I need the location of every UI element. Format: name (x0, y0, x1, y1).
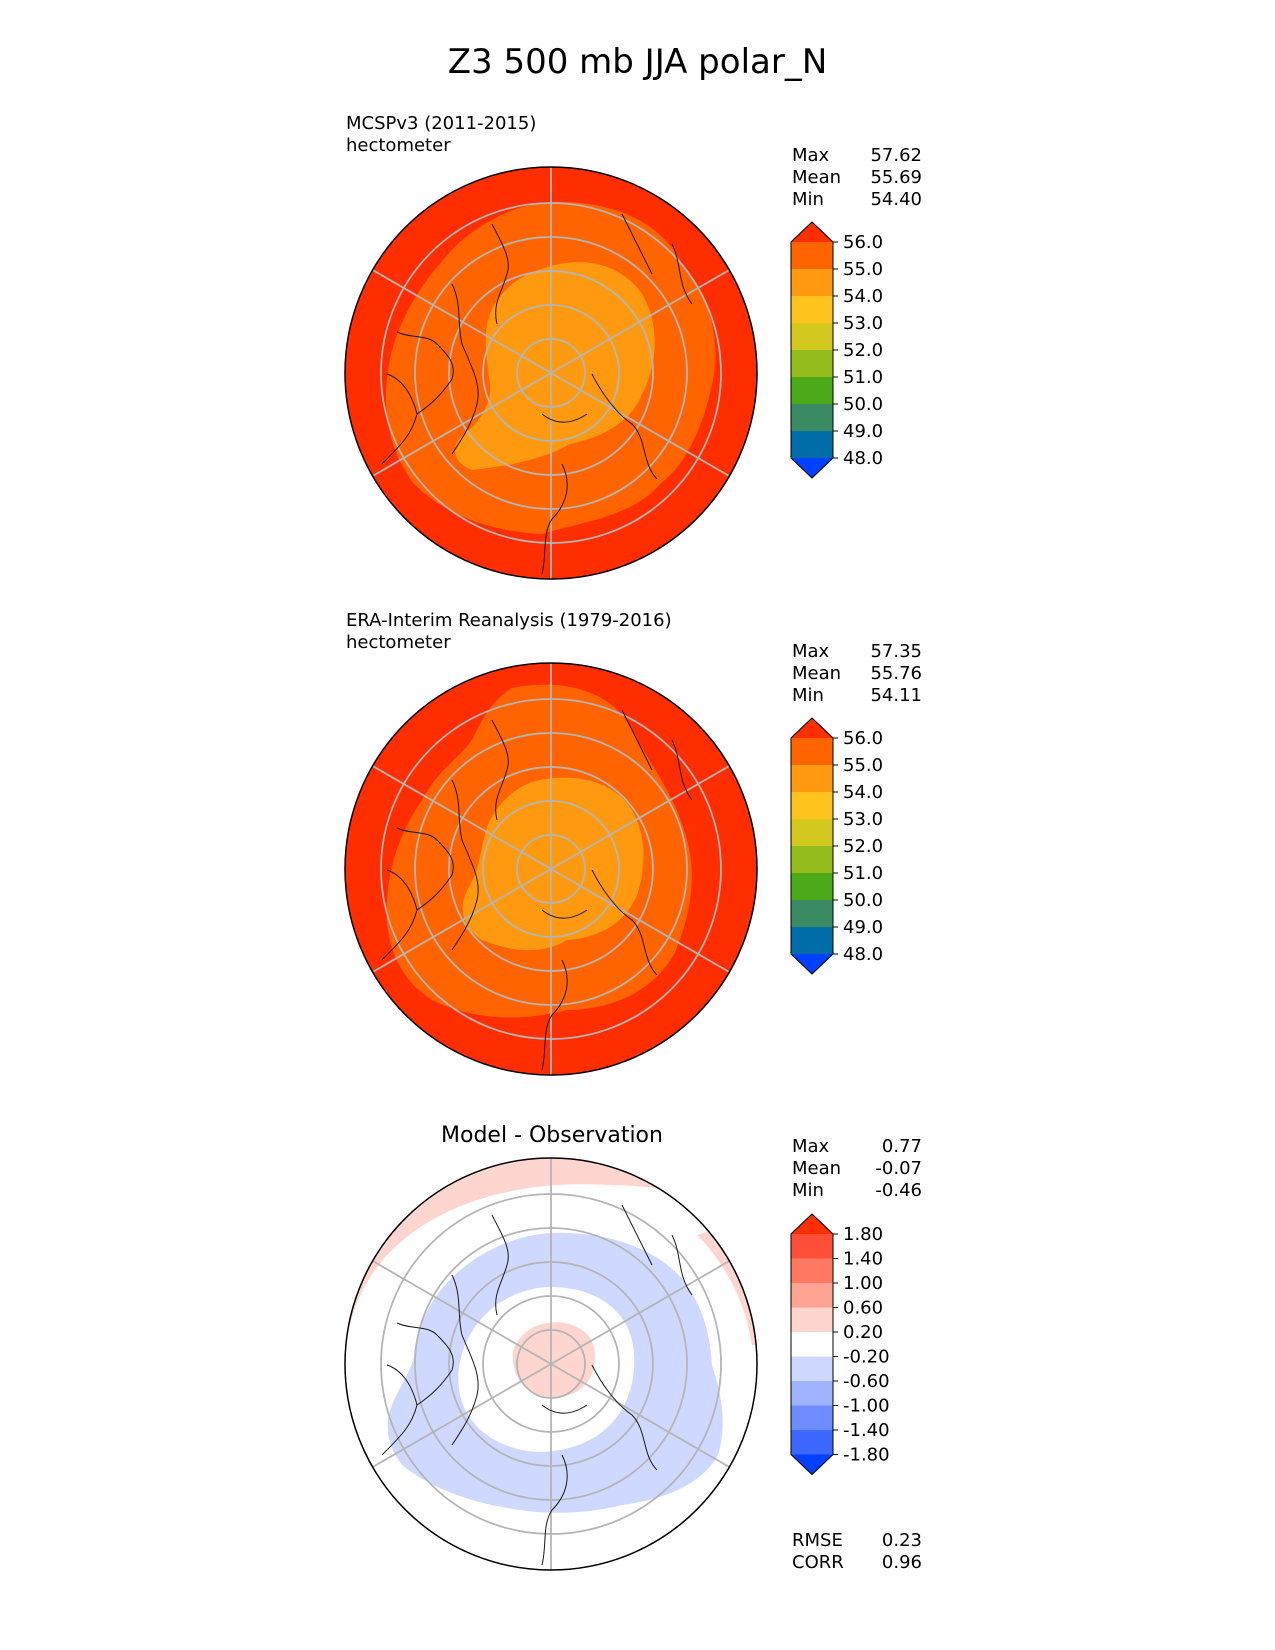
colorbar-swatch (791, 873, 833, 901)
panel-2-stats: Max 57.35 Mean 55.76 Min 54.11 (792, 641, 922, 706)
panel-3-stats: Max 0.77 Mean -0.07 Min -0.46 (792, 1136, 922, 1201)
colorbar-tick-label: 51.0 (843, 863, 883, 884)
panel-1-map (344, 166, 758, 580)
colorbar-swatch (791, 819, 833, 847)
colorbar-swatch (791, 1332, 833, 1357)
colorbar-extend-low (791, 1454, 833, 1475)
colorbar-tick-label: 55.0 (843, 259, 883, 280)
colorbar-tick-label: 1.40 (843, 1249, 883, 1270)
colorbar-swatch (791, 1307, 833, 1333)
colorbar-tick-label: -0.60 (843, 1371, 890, 1392)
map-boundary (344, 1157, 758, 1571)
colorbar-tick-label: 51.0 (843, 367, 883, 388)
coastlines (381, 213, 693, 575)
colorbar-swatch (791, 296, 833, 324)
coastlines (381, 1204, 693, 1566)
panel-2-colorbar: 56.0 55.0 54.0 53.0 52.0 51.0 50.0 49.0 48.0 (790, 717, 883, 975)
colorbar-swatch (791, 738, 833, 766)
colorbar-tick-label: 50.0 (843, 394, 883, 415)
colorbar-tick-label: -1.00 (843, 1396, 890, 1417)
colorbar-swatch (791, 1356, 833, 1382)
panel-3-map (344, 1157, 758, 1571)
panel-1-units: hectometer (346, 135, 451, 156)
colorbar-extend-high (791, 222, 833, 242)
coastlines (381, 709, 693, 1071)
colorbar-swatch (791, 350, 833, 378)
colorbar-swatch (791, 792, 833, 820)
colorbar-tick-label: 48.0 (843, 944, 883, 965)
colorbar-swatch (791, 846, 833, 874)
map-boundary (344, 166, 758, 580)
colorbar-tick-label: -1.80 (843, 1445, 890, 1466)
figure-title: Z3 500 mb JJA polar_N (447, 42, 828, 82)
colorbar-swatch (791, 927, 833, 955)
colorbar-swatch (791, 431, 833, 459)
colorbar-swatch (791, 1405, 833, 1431)
colorbar-tick-label: 1.00 (843, 1273, 883, 1294)
colorbar-tick-label: 55.0 (843, 755, 883, 776)
colorbar-swatch (791, 1381, 833, 1406)
colorbar-tick-label: 53.0 (843, 809, 883, 830)
colorbar-extend-low (791, 458, 833, 478)
panel-3-extra-stats: RMSE 0.23 CORR 0.96 (792, 1530, 922, 1573)
colorbar-swatch (791, 242, 833, 270)
colorbar-tick-label: 50.0 (843, 890, 883, 911)
band-54 (454, 262, 655, 470)
band-negative (387, 1232, 723, 1513)
colorbar-swatch (791, 900, 833, 928)
colorbar-tick-label: 52.0 (843, 836, 883, 857)
band-positive-outer (345, 1158, 757, 1335)
colorbar-tick-label: 56.0 (843, 728, 883, 749)
colorbar-extend-high (791, 1214, 833, 1234)
colorbar-tick-label: 54.0 (843, 782, 883, 803)
colorbar-tick-label: 0.20 (843, 1322, 883, 1343)
colorbar-tick-label: 53.0 (843, 313, 883, 334)
colorbar-tick-label: 49.0 (843, 917, 883, 938)
colorbar-swatch (791, 1234, 833, 1259)
colorbar-swatch (791, 1283, 833, 1308)
panel-3-title: Model - Observation (441, 1123, 663, 1148)
colorbar-tick-label: 1.80 (843, 1224, 883, 1245)
panel-1-colorbar: 56.0 55.0 54.0 53.0 52.0 51.0 50.0 49.0 48.0 (790, 221, 883, 479)
colorbar-swatch (791, 323, 833, 351)
panel-2-units: hectometer (346, 632, 451, 653)
colorbar-tick-label: 49.0 (843, 421, 883, 442)
colorbar-tick-label: -0.20 (843, 1347, 890, 1368)
colorbar-swatch (791, 1430, 833, 1455)
colorbar-tick-label: 56.0 (843, 232, 883, 253)
colorbar-swatch (791, 404, 833, 432)
panel-3-colorbar: 1.80 1.40 1.00 0.60 0.20 -0.20 -0.60 -1.00 -1.40… (790, 1213, 890, 1476)
colorbar-swatch (791, 1258, 833, 1284)
panel-1-label: MCSPv3 (2011-2015) (346, 113, 537, 134)
panel-2-label: ERA-Interim Reanalysis (1979-2016) (346, 610, 672, 631)
graticule-meridians (370, 1158, 732, 1570)
panel-1-stats: Max 57.62 Mean 55.69 Min 54.40 (792, 145, 922, 210)
graticule-meridians (370, 167, 732, 579)
colorbar-swatch (791, 269, 833, 297)
colorbar-extend-high (791, 718, 833, 738)
colorbar-swatch (791, 377, 833, 405)
graticule-meridians (370, 663, 732, 1075)
map-boundary (344, 662, 758, 1076)
colorbar-tick-label: 48.0 (843, 448, 883, 469)
colorbar-swatch (791, 765, 833, 793)
colorbar-tick-label: -1.40 (843, 1420, 890, 1441)
colorbar-tick-label: 0.60 (843, 1298, 883, 1319)
colorbar-tick-label: 54.0 (843, 286, 883, 307)
colorbar-tick-label: 52.0 (843, 340, 883, 361)
panel-2-map (344, 662, 758, 1076)
colorbar-extend-low (791, 954, 833, 974)
